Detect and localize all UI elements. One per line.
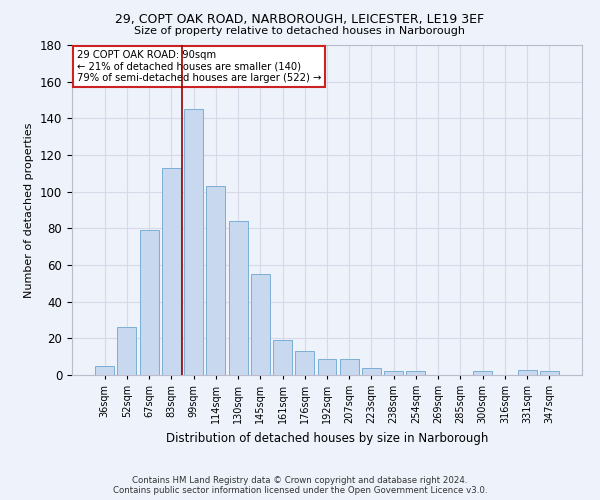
Text: Contains HM Land Registry data © Crown copyright and database right 2024.
Contai: Contains HM Land Registry data © Crown c… [113, 476, 487, 495]
X-axis label: Distribution of detached houses by size in Narborough: Distribution of detached houses by size … [166, 432, 488, 444]
Bar [229, 221, 248, 375]
Bar [362, 368, 381, 375]
Bar [273, 340, 292, 375]
Bar [162, 168, 181, 375]
Bar [540, 372, 559, 375]
Text: 29 COPT OAK ROAD: 90sqm
← 21% of detached houses are smaller (140)
79% of semi-d: 29 COPT OAK ROAD: 90sqm ← 21% of detache… [77, 50, 322, 83]
Text: 29, COPT OAK ROAD, NARBOROUGH, LEICESTER, LE19 3EF: 29, COPT OAK ROAD, NARBOROUGH, LEICESTER… [115, 12, 485, 26]
Bar [251, 274, 270, 375]
Bar [340, 358, 359, 375]
Bar [140, 230, 158, 375]
Bar [206, 186, 225, 375]
Bar [406, 372, 425, 375]
Bar [518, 370, 536, 375]
Bar [184, 109, 203, 375]
Bar [317, 358, 337, 375]
Bar [295, 351, 314, 375]
Text: Size of property relative to detached houses in Narborough: Size of property relative to detached ho… [134, 26, 466, 36]
Bar [95, 366, 114, 375]
Bar [473, 372, 492, 375]
Y-axis label: Number of detached properties: Number of detached properties [25, 122, 34, 298]
Bar [384, 372, 403, 375]
Bar [118, 328, 136, 375]
